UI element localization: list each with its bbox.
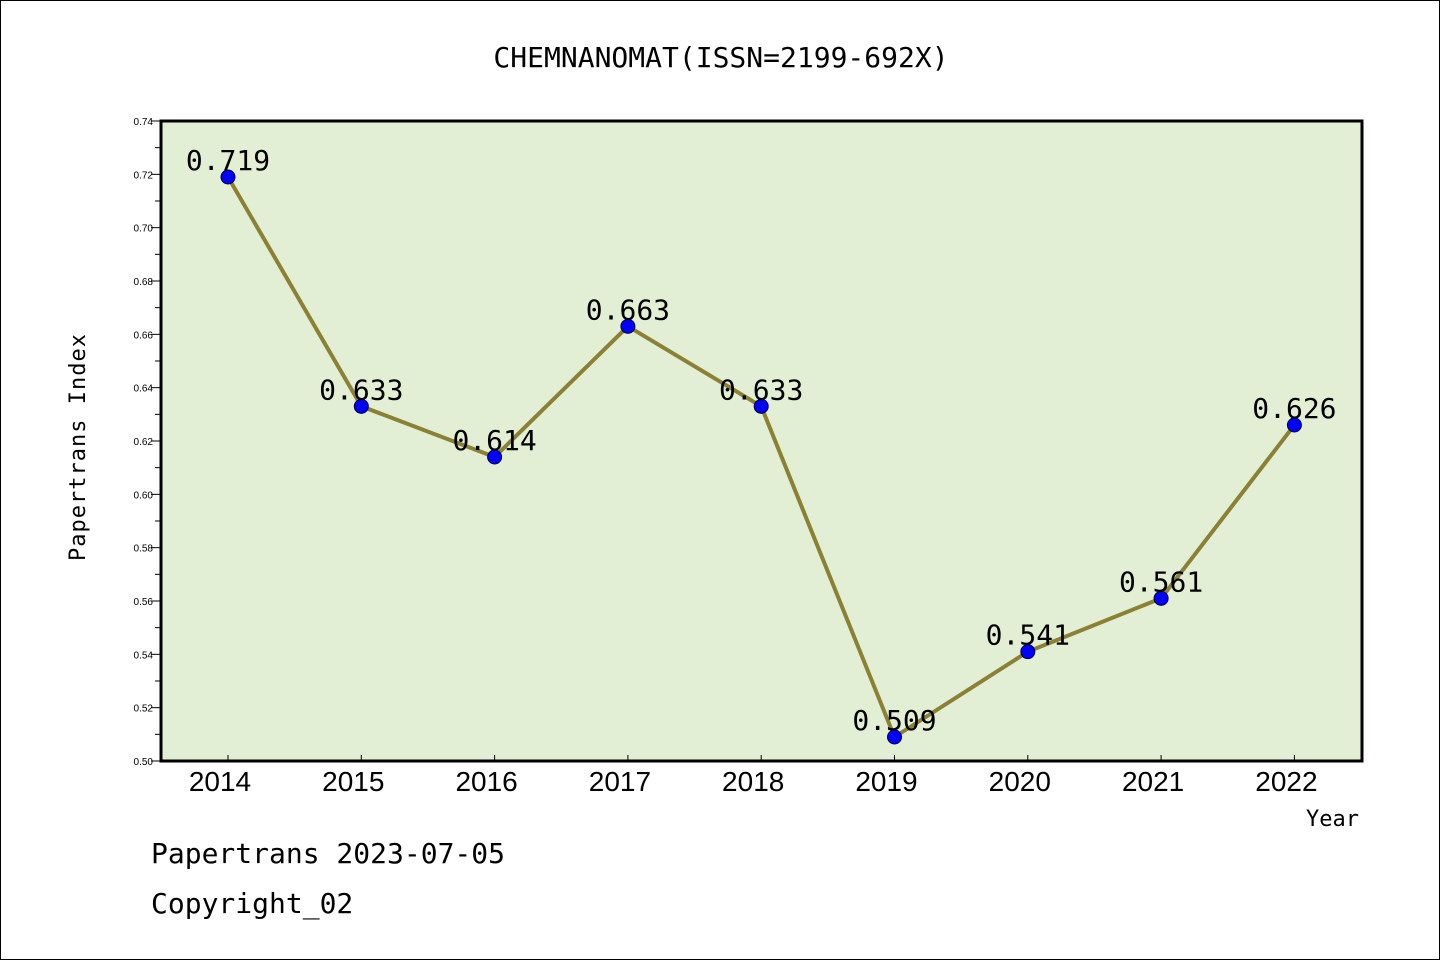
- data-label: 0.561: [1119, 565, 1203, 598]
- data-label: 0.626: [1252, 392, 1336, 425]
- x-tick-label: 2022: [1255, 766, 1317, 797]
- plot-area: [159, 119, 1364, 763]
- data-label: 0.633: [319, 373, 403, 406]
- data-markers: [220, 169, 1302, 745]
- x-axis-label: Year: [1306, 807, 1359, 832]
- data-point: [1020, 644, 1036, 660]
- y-tick-label: 0.68: [134, 277, 154, 288]
- y-tick-label: 0.54: [134, 650, 154, 661]
- x-tick-label: 2020: [989, 766, 1051, 797]
- y-tick-label: 0.72: [134, 170, 154, 181]
- data-point: [487, 449, 503, 465]
- y-tick-label: 0.64: [134, 384, 154, 395]
- y-tick-label: 0.56: [134, 597, 154, 608]
- y-tick-label: 0.70: [134, 224, 154, 235]
- data-label: 0.719: [186, 144, 270, 177]
- data-label: 0.509: [852, 704, 936, 737]
- chart-title: CHEMNANOMAT(ISSN=2199-692X): [493, 41, 948, 74]
- x-tick-label: 2015: [322, 766, 384, 797]
- y-tick-label: 0.60: [134, 490, 154, 501]
- data-label: 0.614: [452, 424, 536, 457]
- footer-date: Papertrans 2023-07-05: [151, 837, 506, 870]
- data-point: [1153, 590, 1169, 606]
- x-tick-label: 2017: [589, 766, 651, 797]
- x-tick-label: 2018: [722, 766, 784, 797]
- data-point: [753, 398, 769, 414]
- x-tick-label: 2019: [855, 766, 917, 797]
- y-tick-label: 0.66: [134, 330, 154, 341]
- y-tick-label: 0.58: [134, 544, 154, 555]
- data-label: 0.663: [586, 293, 670, 326]
- data-point: [220, 169, 236, 185]
- data-label: 0.633: [719, 373, 803, 406]
- footer-copyright: Copyright_02: [151, 887, 354, 920]
- x-tick-label: 2014: [189, 766, 251, 797]
- data-label: 0.541: [986, 619, 1070, 652]
- data-point: [353, 398, 369, 414]
- data-labels: 0.719 0.633 0.614 0.663 0.633 0.509 0.541 0.561…: [186, 144, 1337, 737]
- data-point: [620, 318, 636, 334]
- data-point: [887, 729, 902, 745]
- y-axis: 0.50 0.52 0.54 0.56 0.58 0.60 0.62 0.64 0.66 0.68…: [134, 117, 161, 768]
- y-tick-label: 0.74: [134, 117, 154, 128]
- y-tick-label: 0.50: [134, 757, 154, 768]
- y-axis-label: Papertrans Index: [66, 333, 91, 561]
- x-tick-label: 2016: [455, 766, 517, 797]
- x-tick-label: 2021: [1122, 766, 1184, 797]
- x-axis: 2014 2015 2016 2017 2018 2019 2020 2021 2022: [189, 755, 1318, 797]
- y-tick-label: 0.52: [134, 704, 154, 715]
- y-tick-label: 0.62: [134, 437, 154, 448]
- data-point: [1286, 417, 1302, 433]
